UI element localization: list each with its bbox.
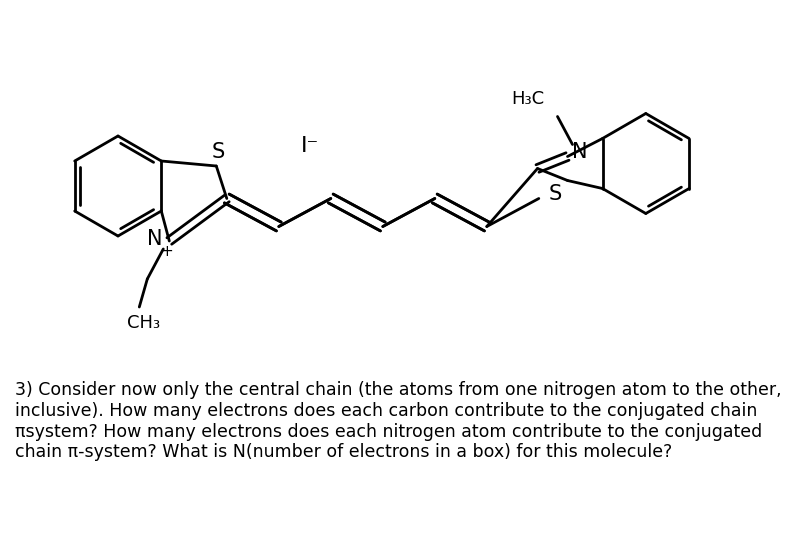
Text: I⁻: I⁻ [301, 136, 319, 156]
Text: S: S [549, 184, 562, 205]
Text: N: N [572, 142, 587, 161]
Text: +: + [160, 243, 173, 258]
Text: S: S [212, 142, 225, 162]
Text: CH₃: CH₃ [126, 314, 160, 332]
Text: N: N [146, 229, 162, 249]
Text: 3) Consider now only the central chain (the atoms from one nitrogen atom to the : 3) Consider now only the central chain (… [15, 381, 782, 461]
Text: H₃C: H₃C [511, 90, 544, 108]
